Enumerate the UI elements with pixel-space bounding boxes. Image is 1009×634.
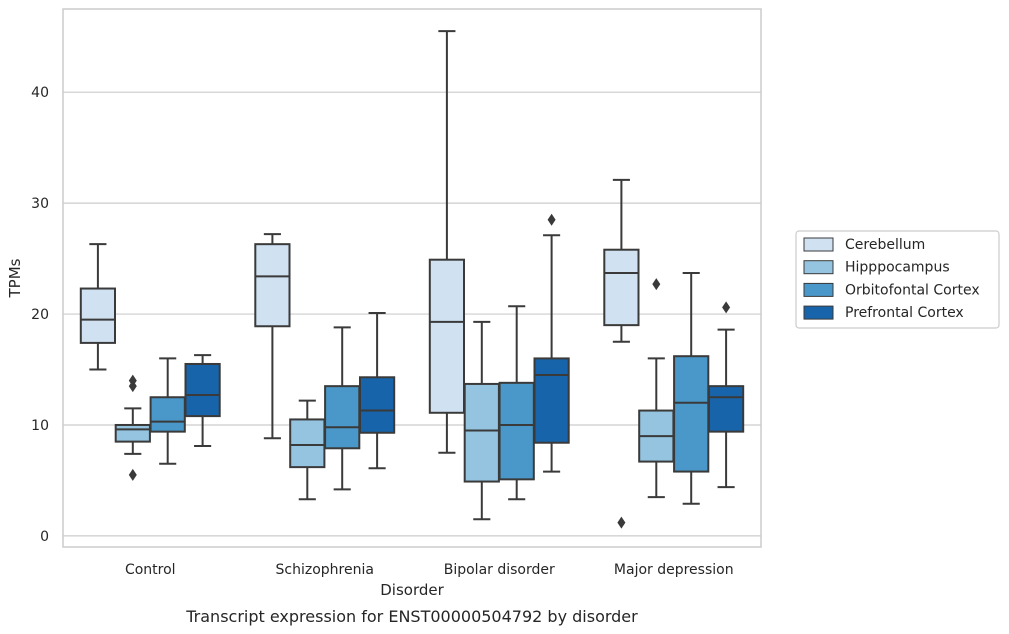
box-prefrontal-cortex: [533, 213, 570, 473]
x-tick-label: Major depression: [614, 562, 734, 578]
box-iqr: [254, 243, 291, 328]
box-iqr: [498, 381, 535, 481]
y-axis-label: TPMs: [6, 258, 24, 298]
box-cerebellum: [79, 243, 117, 371]
legend-swatch: [803, 305, 834, 320]
box-orbitofontal-cortex: [149, 357, 186, 465]
y-tick-label: 20: [31, 307, 49, 323]
box-iqr: [533, 357, 570, 444]
x-axis-ticks: Control Schizophrenia Bipolar disorder Majo…: [125, 562, 734, 578]
box-cerebellum: [254, 233, 291, 440]
legend: Cerebellum Hipppocampus Orbitofontal Corte…: [795, 230, 1000, 329]
outlier-point: [128, 468, 137, 481]
legend-frame: [795, 230, 1000, 329]
x-tick-label: Bipolar disorder: [444, 562, 555, 578]
y-tick-label: 0: [40, 529, 49, 545]
legend-items: Cerebellum Hipppocampus Orbitofontal Corte…: [803, 237, 980, 321]
box-iqr: [149, 396, 186, 433]
x-tick-label: Schizophrenia: [276, 562, 374, 578]
legend-label: Cerebellum: [845, 237, 925, 253]
box-iqr: [463, 382, 500, 483]
box-iqr: [79, 287, 117, 344]
box-hipppocampus: [638, 278, 675, 499]
y-tick-label: 30: [31, 196, 49, 212]
box-prefrontal-cortex: [707, 301, 745, 489]
box-hipppocampus: [289, 399, 326, 501]
outlier-point: [547, 213, 556, 226]
legend-label: Orbitofontal Cortex: [845, 282, 980, 298]
outlier-point: [652, 278, 661, 291]
box-hipppocampus: [114, 374, 151, 481]
outlier-point: [722, 301, 731, 314]
x-axis-label: Disorder: [380, 581, 444, 599]
legend-label: Hipppocampus: [845, 260, 950, 276]
x-tick-label: Control: [125, 562, 176, 578]
box-iqr: [289, 418, 326, 469]
box-iqr: [707, 385, 745, 433]
box-orbitofontal-cortex: [673, 272, 710, 505]
plot-frame: [62, 8, 762, 548]
legend-label: Prefrontal Cortex: [845, 305, 964, 321]
box-hipppocampus: [463, 320, 500, 521]
box-orbitofontal-cortex: [324, 326, 361, 491]
legend-swatch: [803, 282, 834, 297]
y-axis-ticks: 0 10 20 30 40: [31, 85, 49, 545]
box-iqr: [603, 248, 640, 327]
legend-swatch: [803, 237, 834, 252]
box-orbitofontal-cortex: [498, 305, 535, 501]
box-iqr: [184, 362, 221, 418]
outlier-point: [617, 516, 626, 529]
box-plot-area: [79, 30, 745, 529]
box-cerebellum: [603, 178, 640, 529]
chart-caption: Transcript expression for ENST0000050479…: [185, 607, 638, 626]
box-iqr: [324, 385, 361, 450]
y-tick-label: 40: [31, 85, 49, 101]
box-cerebellum: [428, 30, 466, 454]
box-iqr: [114, 423, 151, 443]
box-iqr: [673, 355, 710, 473]
box-prefrontal-cortex: [184, 354, 221, 448]
box-prefrontal-cortex: [358, 311, 396, 470]
box-iqr: [428, 258, 466, 414]
y-tick-label: 10: [31, 418, 49, 434]
legend-swatch: [803, 260, 834, 275]
box-iqr: [358, 376, 396, 434]
outlier-point: [128, 374, 137, 387]
